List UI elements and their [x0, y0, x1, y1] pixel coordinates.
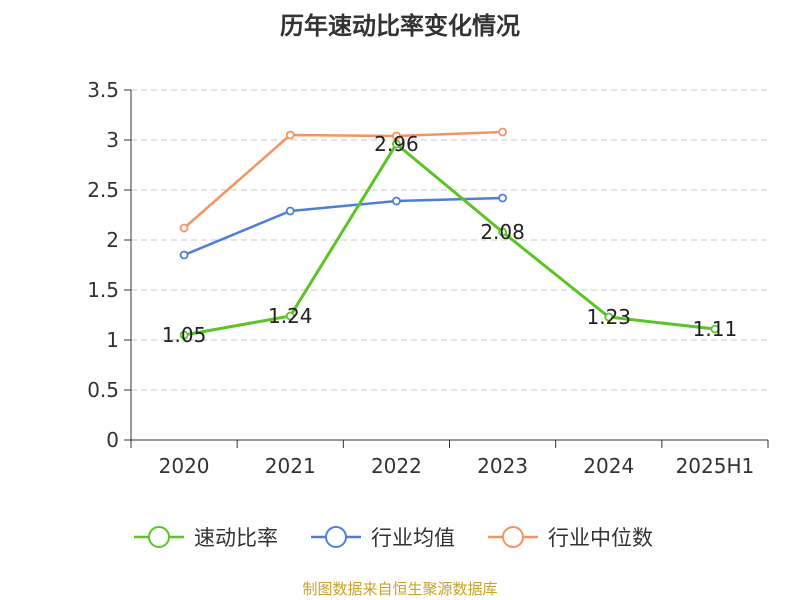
data-point — [498, 227, 507, 237]
y-tick-label: 3.5 — [87, 78, 119, 102]
data-point — [392, 196, 401, 206]
data-point — [179, 250, 189, 260]
series-line-1 — [183, 196, 503, 257]
data-point — [498, 193, 507, 203]
y-tick-label: 2.5 — [87, 178, 119, 202]
x-tick-label: 2024 — [583, 454, 634, 478]
data-point — [392, 139, 401, 149]
x-tick-label: 2020 — [159, 454, 210, 478]
legend-marker — [502, 526, 524, 548]
data-point — [179, 223, 189, 233]
legend-marker — [148, 526, 170, 548]
data-point — [392, 131, 401, 141]
data-point — [498, 127, 507, 137]
y-tick-label: 3 — [106, 128, 119, 152]
chart-title: 历年速动比率变化情况 — [280, 12, 520, 40]
data-label: 2.08 — [480, 220, 525, 244]
data-label: 1.05 — [162, 323, 207, 347]
series-line-2 — [183, 130, 503, 229]
legend-label: 行业均值 — [371, 526, 455, 550]
data-label: 1.24 — [268, 304, 313, 328]
legend-marker — [325, 526, 347, 548]
data-point — [179, 330, 189, 340]
data-label: 1.23 — [586, 305, 631, 329]
data-point — [285, 130, 295, 140]
legend-label: 行业中位数 — [548, 526, 653, 550]
legend-label: 速动比率 — [194, 526, 278, 550]
x-tick-label: 2025H1 — [676, 454, 755, 478]
data-point — [285, 206, 295, 216]
data-label: 2.96 — [374, 132, 419, 156]
x-tick-label: 2023 — [477, 454, 528, 478]
data-point — [710, 324, 720, 334]
x-tick-label: 2021 — [265, 454, 316, 478]
data-source-footer: 制图数据来自恒生聚源数据库 — [302, 580, 498, 598]
series-line-0 — [183, 142, 716, 337]
data-label: 1.11 — [693, 317, 738, 341]
x-tick-label: 2022 — [371, 454, 422, 478]
y-tick-label: 1.5 — [87, 278, 119, 302]
y-tick-label: 1 — [106, 328, 119, 352]
y-tick-label: 0 — [106, 428, 119, 452]
data-point — [285, 311, 295, 321]
y-tick-label: 0.5 — [87, 378, 119, 402]
y-tick-label: 2 — [106, 228, 119, 252]
data-point — [604, 312, 614, 322]
